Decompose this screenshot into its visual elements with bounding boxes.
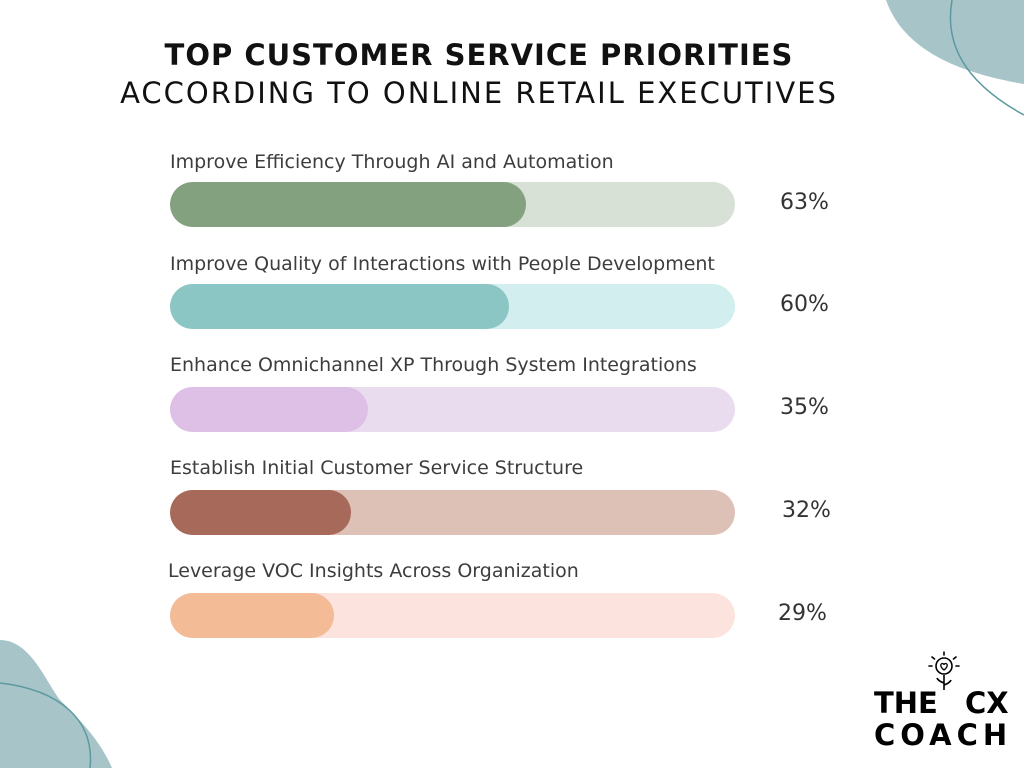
bar-track [170,284,735,329]
bar-value-label: 32% [782,498,831,523]
chart-subtitle: ACCORDING TO ONLINE RETAIL EXECUTIVES [120,76,838,110]
bar-label: Enhance Omnichannel XP Through System In… [170,354,697,376]
bar-label: Establish Initial Customer Service Struc… [170,457,584,479]
bar-fill [170,387,368,432]
bar-label: Improve Quality of Interactions with Peo… [170,253,715,275]
bar-fill [170,284,509,329]
bar-value-label: 63% [780,190,829,215]
bar-label: Improve Efficiency Through AI and Automa… [170,151,614,173]
bar-fill [170,593,334,638]
chart-title-block: TOP CUSTOMER SERVICE PRIORITIES ACCORDIN… [0,38,958,112]
chart-title: TOP CUSTOMER SERVICE PRIORITIES [164,38,794,72]
bar-value-label: 35% [780,395,829,420]
bar-track [170,490,735,535]
cx-coach-logo: THE CX COACH [870,650,1013,752]
bar-value-label: 60% [780,292,829,317]
lightbulb-heart-icon [928,651,960,690]
bar-track [170,182,735,227]
bar-fill [170,182,526,227]
bar-label: Leverage VOC Insights Across Organizatio… [168,560,579,582]
bar-track [170,387,735,432]
logo-word-the: THE [874,686,938,720]
logo-word-coach: COACH [874,718,1013,752]
bar-fill [170,490,351,535]
bar-track [170,593,735,638]
bar-value-label: 29% [778,601,827,626]
logo-word-cx: CX [965,686,1009,720]
